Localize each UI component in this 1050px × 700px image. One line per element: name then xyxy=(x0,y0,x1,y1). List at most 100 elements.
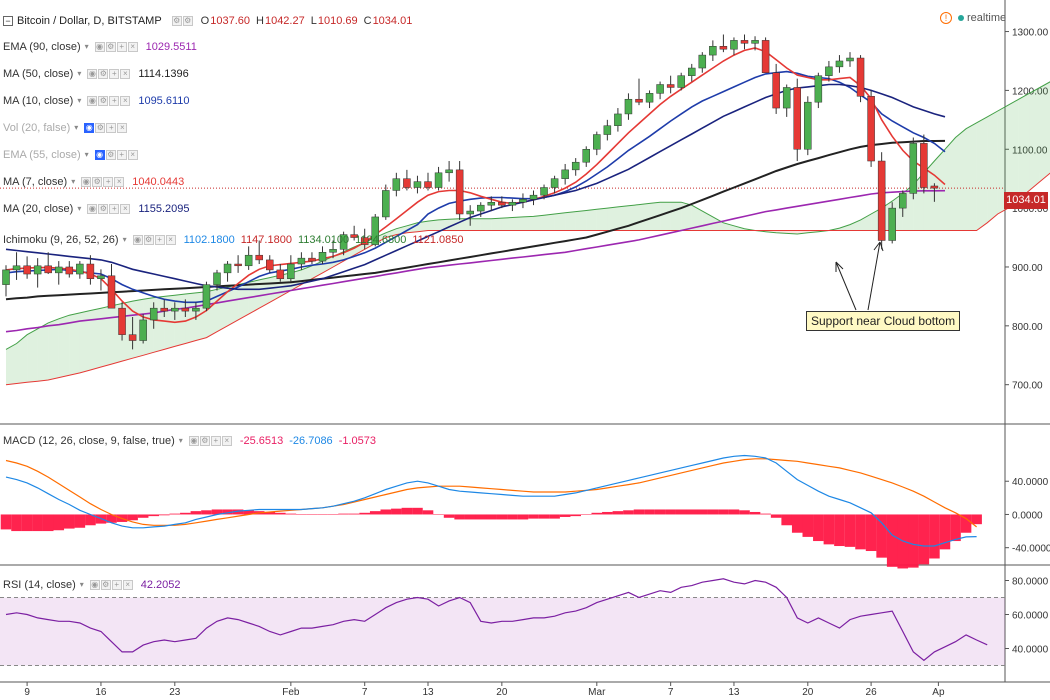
settings-icon[interactable]: ⚙ xyxy=(105,41,116,52)
caret-down-icon[interactable]: ▾ xyxy=(79,580,84,589)
ichimoku-cloud-segment xyxy=(343,246,355,262)
add-icon[interactable]: + xyxy=(111,579,122,590)
legend-row[interactable]: EMA (90, close) ▾ ◉ ⚙ + × 1029.5511 xyxy=(3,39,203,54)
close-icon[interactable]: × xyxy=(117,122,128,133)
ichimoku-cloud-segment xyxy=(934,149,945,231)
candle-body xyxy=(360,237,369,245)
eye-icon[interactable]: ◉ xyxy=(94,41,105,52)
add-icon[interactable]: + xyxy=(154,234,165,245)
ichimoku-cloud-segment xyxy=(533,215,545,231)
eye-icon[interactable]: ◉ xyxy=(87,68,98,79)
caret-down-icon[interactable]: ▾ xyxy=(178,436,183,445)
candle-body xyxy=(624,98,633,115)
close-icon[interactable]: × xyxy=(221,435,232,446)
close-icon[interactable]: × xyxy=(120,68,131,79)
collapse-toggle-icon[interactable]: − xyxy=(3,15,13,26)
macd-histogram-bar xyxy=(317,514,328,515)
close-icon[interactable]: × xyxy=(114,176,125,187)
settings-icon[interactable]: ⚙ xyxy=(105,149,116,160)
macd-histogram-bar xyxy=(190,511,202,515)
realtime-label: realtime xyxy=(967,12,1007,24)
legend-row[interactable]: MA (50, close) ▾ ◉ ⚙ + × 1114.1396 xyxy=(3,66,195,81)
candle-body xyxy=(371,216,379,245)
settings-icon[interactable]: ⚙ xyxy=(100,579,111,590)
ichimoku-cloud-segment xyxy=(522,216,534,231)
rsi-tick-label: 80.0000 xyxy=(1012,577,1049,588)
support-annotation[interactable]: Support near Cloud bottom xyxy=(806,311,961,331)
legend-row[interactable]: Ichimoku (9, 26, 52, 26) ▾ ◉ ⚙ + × 1102.1800 11… xyxy=(3,232,470,247)
eye-icon[interactable]: ◉ xyxy=(87,203,98,214)
add-icon[interactable]: + xyxy=(116,41,127,52)
caret-down-icon[interactable]: ▾ xyxy=(122,235,127,244)
settings-icon[interactable]: ⚙ xyxy=(98,95,109,106)
eye-icon[interactable]: ◉ xyxy=(81,176,92,187)
eye-icon[interactable]: ◉ xyxy=(188,435,199,446)
ichimoku-cloud-segment xyxy=(174,294,186,347)
close-icon[interactable]: × xyxy=(122,579,133,590)
legend-buttons: ◉ ⚙ + × xyxy=(87,203,131,214)
warning-icon[interactable]: ! xyxy=(940,12,952,24)
macd-histogram-bar xyxy=(960,514,972,533)
settings-icon[interactable]: ⚙ xyxy=(171,15,182,26)
add-icon[interactable]: + xyxy=(116,149,127,160)
caret-down-icon[interactable]: ▾ xyxy=(77,204,82,213)
candle-body xyxy=(709,46,717,56)
settings-icon[interactable]: ⚙ xyxy=(143,234,154,245)
ichimoku-cloud-segment xyxy=(6,343,17,385)
add-icon[interactable]: + xyxy=(210,435,221,446)
ohlc-key: C xyxy=(363,14,372,27)
eye-icon[interactable]: ◉ xyxy=(87,95,98,106)
rsi-line xyxy=(5,578,988,662)
eye-icon[interactable]: ◉ xyxy=(94,149,105,160)
legend-row[interactable]: MA (20, close) ▾ ◉ ⚙ + × 1155.2095 xyxy=(3,201,196,216)
add-icon[interactable]: + xyxy=(103,176,114,187)
legend-label: MA (7, close) xyxy=(3,175,68,188)
settings-icon[interactable]: ⚙ xyxy=(92,176,103,187)
close-icon[interactable]: × xyxy=(165,234,176,245)
candle-body xyxy=(413,181,422,188)
caret-down-icon[interactable]: ▾ xyxy=(77,69,82,78)
settings-icon[interactable]: ⚙ xyxy=(98,68,109,79)
macd-histogram-bar xyxy=(348,513,360,515)
close-icon[interactable]: × xyxy=(127,149,138,160)
add-icon[interactable]: + xyxy=(109,95,120,106)
legend-value: -26.7086 xyxy=(289,434,333,447)
macd-histogram-bar xyxy=(517,514,529,520)
legend-row[interactable]: RSI (14, close) ▾ ◉ ⚙ + × 42.2052 xyxy=(3,577,187,592)
time-tick-label: 13 xyxy=(422,687,434,698)
realtime-indicator: ! realtime xyxy=(940,12,1006,24)
settings-icon[interactable]: ⚙ xyxy=(182,15,193,26)
add-icon[interactable]: + xyxy=(109,203,120,214)
close-icon[interactable]: × xyxy=(120,95,131,106)
legend-row[interactable]: MA (7, close) ▾ ◉ ⚙ + × 1040.0443 xyxy=(3,174,190,189)
eye-icon[interactable]: ◉ xyxy=(89,579,100,590)
settings-icon[interactable]: ⚙ xyxy=(95,122,106,133)
legend-row[interactable]: MA (10, close) ▾ ◉ ⚙ + × 1095.6110 xyxy=(3,93,196,108)
ichimoku-cloud-segment xyxy=(1029,87,1040,191)
settings-icon[interactable]: ⚙ xyxy=(98,203,109,214)
pane-background xyxy=(0,565,1005,682)
macd-histogram-bar xyxy=(486,514,497,520)
legend-value: 1040.0443 xyxy=(132,175,185,188)
settings-icon[interactable]: ⚙ xyxy=(199,435,210,446)
caret-down-icon[interactable]: ▾ xyxy=(74,123,79,132)
legend-row[interactable]: Vol (20, false) ▾ ◉ ⚙ + × xyxy=(3,120,135,135)
ichimoku-cloud-segment xyxy=(16,334,28,384)
candle-body xyxy=(645,93,654,103)
close-icon[interactable]: × xyxy=(120,203,131,214)
legend-row[interactable]: EMA (55, close) ▾ ◉ ⚙ + × xyxy=(3,147,146,162)
caret-down-icon[interactable]: ▾ xyxy=(71,177,76,186)
macd-histogram-bar xyxy=(697,509,708,515)
caret-down-icon[interactable]: ▾ xyxy=(84,150,89,159)
close-icon[interactable]: × xyxy=(127,41,138,52)
caret-down-icon[interactable]: ▾ xyxy=(84,42,89,51)
eye-icon[interactable]: ◉ xyxy=(84,122,95,133)
add-icon[interactable]: + xyxy=(106,122,117,133)
caret-down-icon[interactable]: ▾ xyxy=(77,96,82,105)
add-icon[interactable]: + xyxy=(109,68,120,79)
eye-icon[interactable]: ◉ xyxy=(132,234,143,245)
legend-row[interactable]: MACD (12, 26, close, 9, false, true) ▾ ◉ ⚙ +… xyxy=(3,433,382,448)
time-tick-label: Ap xyxy=(932,687,945,698)
ohlc-key: O xyxy=(200,14,210,27)
